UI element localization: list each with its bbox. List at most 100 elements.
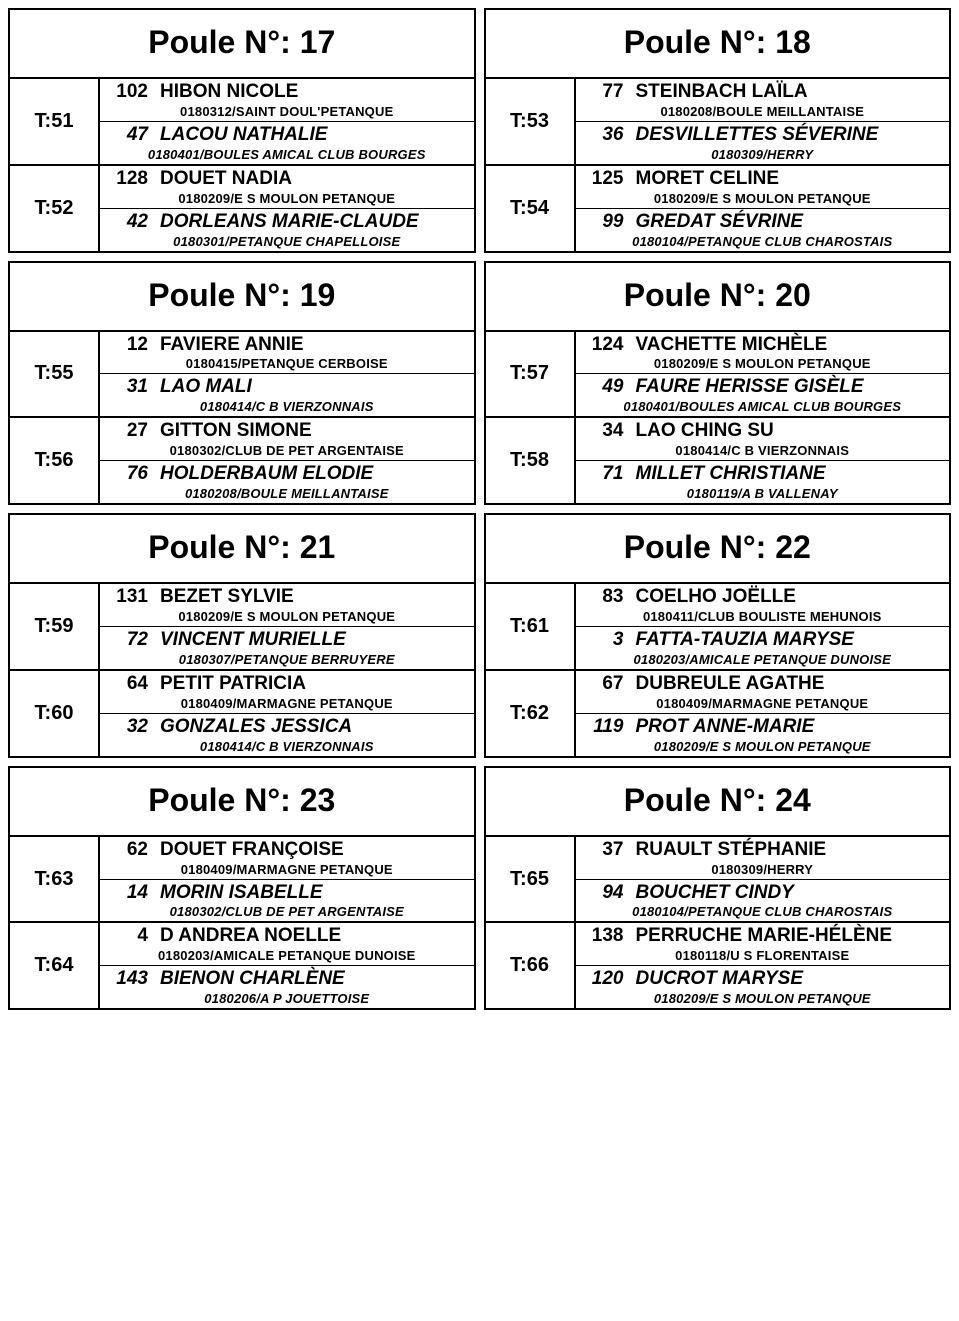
player-name: D ANDREA NOELLE [160,926,468,947]
player-line: 12FAVIERE ANNIE [106,335,468,356]
terrain-label: T:56 [10,418,100,503]
player-name: PETIT PATRICIA [160,674,468,695]
player-name: DOUET NADIA [160,169,468,190]
player-entry: 32GONZALES JESSICA0180414/C B VIERZONNAI… [100,714,474,756]
player-line: 83COELHO JOËLLE [582,587,944,608]
player-number: 3 [582,630,624,651]
player-number: 34 [582,421,624,442]
player-number: 120 [582,969,624,990]
poule-block: Poule N°: 23T:6362DOUET FRANÇOISE0180409… [8,766,476,1011]
poule-block: Poule N°: 21T:59131BEZET SYLVIE0180209/E… [8,513,476,758]
terrain-label: T:60 [10,671,100,756]
match-players: 12FAVIERE ANNIE0180415/PETANQUE CERBOISE… [100,332,474,419]
player-entry: 27GITTON SIMONE0180302/CLUB DE PET ARGEN… [100,418,474,461]
player-club: 0180118/U S FLORENTAISE [582,947,944,963]
player-line: 128 DOUET NADIA [106,169,468,190]
player-club: 0180414/C B VIERZONNAIS [106,398,468,414]
match-players: 138PERRUCHE MARIE-HÉLÈNE0180118/U S FLOR… [576,923,950,1008]
player-entry: 47LACOU NATHALIE0180401/BOULES AMICAL CL… [100,122,474,164]
player-line: 62DOUET FRANÇOISE [106,840,468,861]
match-players: 64PETIT PATRICIA0180409/MARMAGNE PETANQU… [100,671,474,756]
player-club: 0180206/A P JOUETTOISE [106,990,468,1006]
player-number: 36 [582,125,624,146]
player-name: DESVILLETTES SÉVERINE [636,125,944,146]
player-line: 67DUBREULE AGATHE [582,674,944,695]
poule-grid: Poule N°: 17T:51102HIBON NICOLE0180312/S… [8,8,951,1010]
terrain-label: T:65 [486,837,576,924]
poule-body: T:6537RUAULT STÉPHANIE0180309/HERRY 94 BOU… [486,837,950,1009]
player-entry: 102HIBON NICOLE0180312/SAINT DOUL'PETANQ… [100,79,474,122]
poule-block: Poule N°: 20T:57124VACHETTE MICHÈLE01802… [484,261,952,506]
match-players: 37RUAULT STÉPHANIE0180309/HERRY 94 BOUCHET… [576,837,950,924]
player-name: VINCENT MURIELLE [160,630,468,651]
poule-body: T:6183COELHO JOËLLE0180411/CLUB BOULISTE… [486,584,950,756]
player-club: 0180414/C B VIERZONNAIS [582,442,944,458]
player-number: 94 [582,883,624,904]
player-number: 27 [106,421,148,442]
player-line: 77STEINBACH LAÏLA [582,82,944,103]
player-entry: 143BIENON CHARLÈNE0180206/A P JOUETTOISE [100,966,474,1008]
terrain-label: T:55 [10,332,100,419]
match-players: 125MORET CELINE0180209/E S MOULON PETANQ… [576,166,950,251]
player-name: MORET CELINE [636,169,944,190]
player-name: DUCROT MARYSE [636,969,944,990]
player-number: 72 [106,630,148,651]
player-entry: 99GREDAT SÉVRINE0180104/PETANQUE CLUB CH… [576,209,950,251]
player-entry: 119PROT ANNE-MARIE0180209/E S MOULON PET… [576,714,950,756]
player-number: 37 [582,840,624,861]
player-number: 76 [106,464,148,485]
player-club: 0180302/CLUB DE PET ARGENTAISE [106,442,468,458]
player-name: COELHO JOËLLE [636,587,944,608]
player-entry: 12FAVIERE ANNIE0180415/PETANQUE CERBOISE [100,332,474,375]
player-entry: 94BOUCHET CINDY0180104/PETANQUE CLUB CHA… [576,880,950,922]
player-line: 37RUAULT STÉPHANIE [582,840,944,861]
player-line: 125MORET CELINE [582,169,944,190]
player-club: 0180414/C B VIERZONNAIS [106,738,468,754]
player-name: DUBREULE AGATHE [636,674,944,695]
player-club: 0180209/E S MOULON PETANQUE [582,190,944,206]
terrain-label: T:51 [10,79,100,166]
player-number: 128 [106,169,148,190]
player-line: 124VACHETTE MICHÈLE [582,335,944,356]
match-players: 128DOUET NADIA0180209/E S MOULON PETANQU… [100,166,474,251]
terrain-label: T:52 [10,166,100,251]
player-entry: 49FAURE HERISSE GISÈLE0180401/BOULES AMI… [576,374,950,416]
poule-title: Poule N°: 22 [486,515,950,584]
player-entry: 138PERRUCHE MARIE-HÉLÈNE0180118/U S FLOR… [576,923,950,966]
player-club: 0180409/MARMAGNE PETANQUE [582,695,944,711]
terrain-label: T:54 [486,166,576,251]
player-entry: 77STEINBACH LAÏLA0180208/BOULE MEILLANTA… [576,79,950,122]
player-entry: 125MORET CELINE0180209/E S MOULON PETANQ… [576,166,950,209]
player-number: 42 [106,212,148,233]
match-players: 4D ANDREA NOELLE0180203/AMICALE PETANQUE… [100,923,474,1008]
player-name: DOUET FRANÇOISE [160,840,468,861]
player-club: 0180209/E S MOULON PETANQUE [106,608,468,624]
player-number: 12 [106,335,148,356]
poule-block: Poule N°: 24T:6537RUAULT STÉPHANIE018030… [484,766,952,1011]
player-number: 71 [582,464,624,485]
match-players: 67DUBREULE AGATHE0180409/MARMAGNE PETANQ… [576,671,950,756]
player-entry: 31LAO MALI0180414/C B VIERZONNAIS [100,374,474,416]
player-number: 119 [582,717,624,738]
terrain-label: T:53 [486,79,576,166]
poule-block: Poule N°: 19T:5512FAVIERE ANNIE0180415/P… [8,261,476,506]
poule-title: Poule N°: 24 [486,768,950,837]
player-line: 76HOLDERBAUM ELODIE [106,464,468,485]
player-number: 99 [582,212,624,233]
player-entry: 128DOUET NADIA0180209/E S MOULON PETANQU… [100,166,474,209]
player-line: 102HIBON NICOLE [106,82,468,103]
player-line: 49FAURE HERISSE GISÈLE [582,377,944,398]
player-entry: 76HOLDERBAUM ELODIE0180208/BOULE MEILLAN… [100,461,474,503]
player-entry: 37RUAULT STÉPHANIE0180309/HERRY [576,837,950,880]
player-name: VACHETTE MICHÈLE [636,335,944,356]
player-line: 14MORIN ISABELLE [106,883,468,904]
player-number: 47 [106,125,148,146]
terrain-label: T:66 [486,923,576,1008]
player-name: BOUCHET CINDY [636,883,944,904]
player-line: 36 DESVILLETTES SÉVERINE [582,125,944,146]
player-club: 0180307/PETANQUE BERRUYERE [106,651,468,667]
match-players: 34LAO CHING SU0180414/C B VIERZONNAIS71M… [576,418,950,503]
poule-body: T:57124VACHETTE MICHÈLE0180209/E S MOULO… [486,332,950,504]
player-club: 0180209/E S MOULON PETANQUE [582,738,944,754]
player-name: BIENON CHARLÈNE [160,969,468,990]
